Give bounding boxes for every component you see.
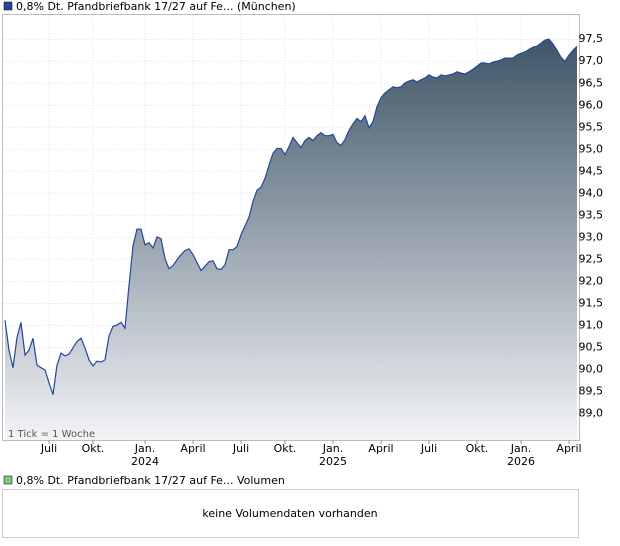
- y-tick-label: 89,0: [579, 407, 604, 420]
- x-tick-label: Jan. 2025: [319, 442, 347, 468]
- x-tick-label: April: [368, 442, 393, 455]
- y-tick-label: 91,0: [579, 318, 604, 331]
- y-tick-label: 92,5: [579, 252, 604, 265]
- y-tick-label: 97,0: [579, 54, 604, 67]
- tick-note: 1 Tick = 1 Woche: [8, 429, 95, 440]
- volume-title: 0,8% Dt. Pfandbriefbank 17/27 auf Fe... …: [16, 474, 285, 487]
- y-tick-label: 94,5: [579, 164, 604, 177]
- volume-box: [2, 489, 579, 538]
- plot-frame: [2, 14, 580, 441]
- area: [5, 39, 577, 440]
- y-tick-label: 95,5: [579, 120, 604, 133]
- y-tick-label: 93,5: [579, 208, 604, 221]
- price-line: [4, 38, 578, 395]
- x-tick-label: Juli: [420, 442, 437, 455]
- y-tick-label: 97,5: [579, 32, 604, 45]
- volume-message: keine Volumendaten vorhanden: [202, 507, 377, 520]
- y-tick-label: 90,0: [579, 363, 604, 376]
- y-tick-label: 93,0: [579, 230, 604, 243]
- legend-swatch: [3, 1, 13, 11]
- y-tick-label: 92,0: [579, 274, 604, 287]
- x-tick-label: Okt.: [466, 442, 489, 455]
- volume-swatch: [3, 475, 13, 485]
- x-tick-label: Juli: [40, 442, 57, 455]
- y-tick-label: 91,5: [579, 296, 604, 309]
- x-tick-label: Jan. 2026: [507, 442, 535, 468]
- x-tick-label: April: [556, 442, 581, 455]
- x-tick-label: Okt.: [82, 442, 105, 455]
- x-tick-label: Jan. 2024: [131, 442, 159, 468]
- chart-title: 0,8% Dt. Pfandbriefbank 17/27 auf Fe... …: [16, 0, 296, 13]
- y-tick-label: 94,0: [579, 186, 604, 199]
- y-tick-label: 96,5: [579, 76, 604, 89]
- y-tick-label: 89,5: [579, 385, 604, 398]
- x-tick-label: Okt.: [274, 442, 297, 455]
- y-tick-label: 95,0: [579, 142, 604, 155]
- y-tick-label: 96,0: [579, 98, 604, 111]
- x-tick-label: Juli: [232, 442, 249, 455]
- x-tick-label: April: [180, 442, 205, 455]
- y-tick-label: 90,5: [579, 341, 604, 354]
